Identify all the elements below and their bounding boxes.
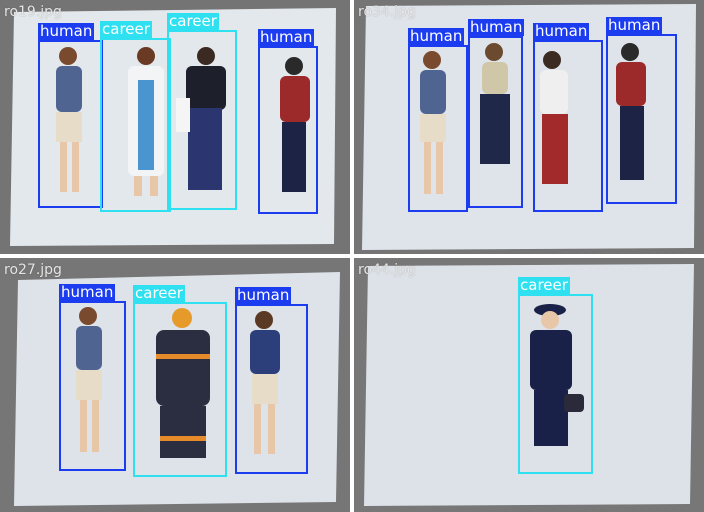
photo-ro44 bbox=[354, 258, 704, 512]
detection-label-human: human bbox=[533, 22, 590, 40]
detection-label-career: career bbox=[133, 284, 185, 302]
panel-ro34: ro34.jpg human human human human bbox=[354, 0, 704, 254]
detection-label-human: human bbox=[59, 283, 116, 301]
detection-label-career: career bbox=[518, 276, 570, 294]
detection-box-human: human bbox=[606, 17, 677, 204]
detection-box-human: human bbox=[533, 23, 603, 212]
detection-box-career: career bbox=[518, 277, 593, 474]
detection-box-human: human bbox=[468, 19, 525, 208]
detection-label-career: career bbox=[100, 20, 152, 38]
detection-label-human: human bbox=[258, 28, 315, 46]
detection-label-career: career bbox=[167, 12, 219, 30]
filename-label: ro34.jpg bbox=[358, 4, 416, 20]
detection-box-career: career bbox=[133, 285, 227, 477]
detection-label-human: human bbox=[606, 16, 663, 34]
detection-label-human: human bbox=[38, 22, 95, 40]
detection-box-human: human bbox=[258, 29, 318, 214]
filename-label: ro19.jpg bbox=[4, 4, 62, 20]
detection-label-human: human bbox=[468, 18, 525, 36]
detection-box-human: human bbox=[59, 284, 126, 471]
filename-label: ro27.jpg bbox=[4, 262, 62, 278]
detection-label-human: human bbox=[235, 286, 292, 304]
detection-box-human: human bbox=[38, 23, 103, 208]
panel-ro44: ro44.jpg career bbox=[354, 258, 704, 512]
detection-box-career: career bbox=[100, 21, 171, 212]
photo-ro27 bbox=[0, 258, 350, 512]
detection-box-human: human bbox=[235, 287, 308, 474]
panel-ro19: ro19.jpg human career career human bbox=[0, 0, 350, 254]
detection-label-human: human bbox=[408, 27, 465, 45]
filename-label: ro44.jpg bbox=[358, 262, 416, 278]
panel-ro27: ro27.jpg human career human bbox=[0, 258, 350, 512]
detection-box-human: human bbox=[408, 28, 468, 212]
detection-box-career: career bbox=[167, 13, 237, 210]
